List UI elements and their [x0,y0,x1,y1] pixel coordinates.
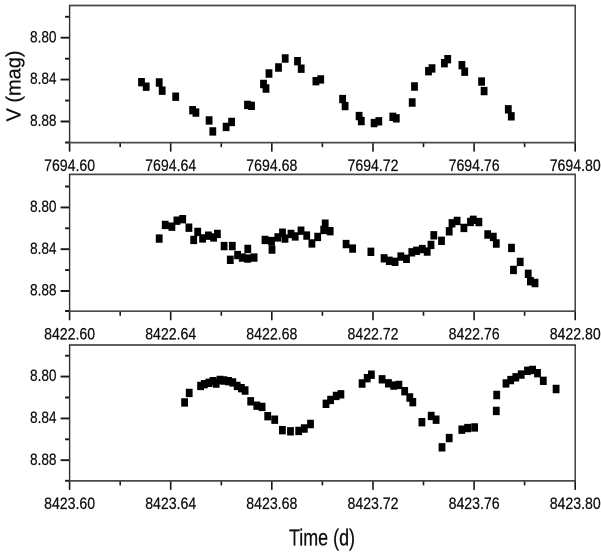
svg-text:8422.80: 8422.80 [550,325,601,344]
svg-text:7694.64: 7694.64 [145,156,196,175]
svg-text:8.84: 8.84 [30,69,57,88]
svg-text:8.84: 8.84 [30,239,57,258]
svg-text:8.80: 8.80 [30,27,57,46]
svg-text:8.88: 8.88 [30,281,57,300]
svg-text:7694.68: 7694.68 [246,156,297,175]
svg-text:8422.64: 8422.64 [145,325,196,344]
svg-text:8422.68: 8422.68 [246,325,297,344]
svg-text:8422.72: 8422.72 [348,325,399,344]
svg-text:V (mag): V (mag) [4,50,26,121]
svg-text:8.80: 8.80 [30,366,57,385]
svg-text:Time (d): Time (d) [289,525,355,551]
svg-text:8422.60: 8422.60 [44,325,95,344]
svg-text:8423.76: 8423.76 [449,494,500,513]
svg-text:8.88: 8.88 [30,111,57,130]
svg-text:8423.72: 8423.72 [348,494,399,513]
svg-text:8423.64: 8423.64 [145,494,196,513]
svg-text:8.88: 8.88 [30,450,57,469]
svg-text:8.80: 8.80 [30,197,57,216]
svg-text:7694.60: 7694.60 [44,156,95,175]
svg-text:7694.76: 7694.76 [449,156,500,175]
svg-text:8423.80: 8423.80 [550,494,601,513]
svg-text:8.84: 8.84 [30,408,57,427]
svg-text:8422.76: 8422.76 [449,325,500,344]
svg-text:7694.80: 7694.80 [550,156,601,175]
svg-text:8423.60: 8423.60 [44,494,95,513]
svg-text:7694.72: 7694.72 [348,156,399,175]
svg-text:8423.68: 8423.68 [246,494,297,513]
